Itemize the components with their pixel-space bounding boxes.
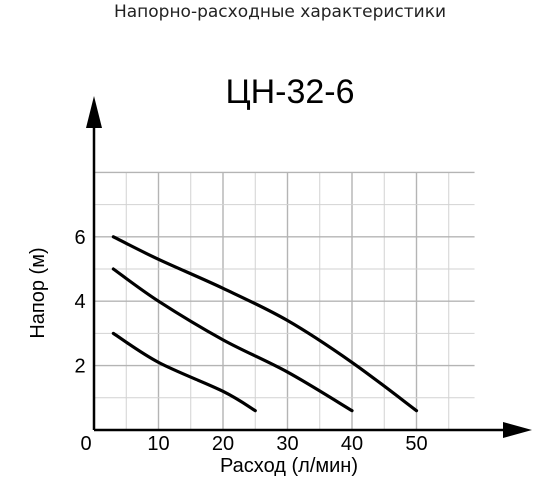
tick-labels: 0 10 20 30 40 50 2 4 6 <box>74 227 427 455</box>
x-tick-label: 20 <box>212 433 234 455</box>
x-axis-arrow <box>503 422 532 438</box>
x-tick-label: 30 <box>276 433 298 455</box>
series-lines <box>111 235 419 413</box>
y-axis-label: Напор (м) <box>27 247 49 338</box>
x-tick-label: 40 <box>341 433 363 455</box>
y-tick-label: 4 <box>74 291 85 313</box>
x-tick-label: 50 <box>405 433 427 455</box>
page-title: Напорно-расходные характеристики <box>113 2 447 22</box>
x-tick-label: 0 <box>80 433 91 455</box>
series-line-3 <box>111 331 257 413</box>
axes <box>86 96 532 438</box>
y-tick-label: 2 <box>74 356 85 378</box>
series-line-2 <box>111 267 354 413</box>
x-axis-label: Расход (л/мин) <box>220 455 358 477</box>
x-tick-label: 10 <box>147 433 169 455</box>
chart-title: ЦН-32-6 <box>225 73 354 111</box>
series-line-1 <box>111 235 419 413</box>
grid <box>94 171 475 430</box>
y-tick-label: 6 <box>74 227 85 249</box>
y-axis-arrow <box>86 96 102 128</box>
